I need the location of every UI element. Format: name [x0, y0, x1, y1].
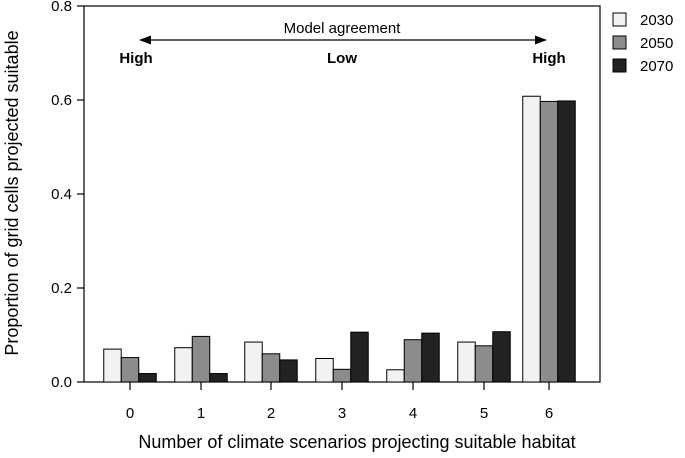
- bar-2050-cat-1: [191, 335, 211, 383]
- legend-label-2030: 2030: [640, 12, 673, 29]
- model-agreement-title: Model agreement: [284, 20, 402, 37]
- arrow-head-left: [139, 35, 151, 45]
- y-tick-label: 0.8: [51, 0, 72, 15]
- agreement-middle-label: Low: [327, 50, 357, 67]
- bar-2070-cat-3: [350, 331, 369, 383]
- legend-swatch-2070: [612, 58, 627, 73]
- bar-2070-cat-1: [209, 373, 228, 383]
- x-tick-label: 6: [545, 405, 553, 422]
- bar-2050-cat-5: [474, 345, 494, 383]
- bar-2030-cat-1: [174, 347, 193, 383]
- x-tick-label: 4: [409, 405, 417, 422]
- bar-2070-cat-6: [557, 100, 576, 383]
- legend-swatch-2050: [612, 35, 627, 50]
- x-tick-label: 3: [338, 405, 346, 422]
- bar-2030-cat-5: [457, 341, 476, 383]
- agreement-left-label: High: [119, 50, 152, 67]
- arrow-head-right: [535, 35, 547, 45]
- x-axis: 0 1 2 3 4 5 6: [126, 382, 553, 422]
- bar-2070-cat-0: [138, 373, 157, 383]
- y-tick-label: 0.2: [51, 280, 72, 297]
- bars: [103, 95, 576, 383]
- agreement-right-label: High: [532, 50, 565, 67]
- bar-2050-cat-0: [120, 357, 140, 383]
- y-tick-label: 0.6: [51, 92, 72, 109]
- y-tick-label: 0.4: [51, 186, 72, 203]
- bar-2030-cat-4: [386, 369, 405, 383]
- bar-2030-cat-2: [244, 341, 263, 383]
- legend: 2030 2050 2070: [612, 12, 673, 75]
- bar-2030-cat-6: [522, 95, 541, 383]
- bar-2070-cat-5: [492, 331, 511, 383]
- x-axis-title: Number of climate scenarios projecting s…: [138, 432, 575, 452]
- y-axis: 0.0 0.2 0.4 0.6 0.8: [51, 0, 84, 391]
- bar-2050-cat-4: [403, 339, 423, 383]
- bar-2050-cat-6: [539, 100, 559, 383]
- bar-2070-cat-4: [421, 332, 440, 383]
- x-tick-label: 1: [197, 405, 205, 422]
- x-tick-label: 0: [126, 405, 134, 422]
- legend-label-2070: 2070: [640, 58, 673, 75]
- bar-2030-cat-0: [103, 348, 122, 383]
- x-tick-label: 5: [480, 405, 488, 422]
- x-tick-label: 2: [267, 405, 275, 422]
- bar-2050-cat-2: [261, 353, 281, 383]
- legend-label-2050: 2050: [640, 35, 673, 52]
- bar-2050-cat-3: [332, 368, 352, 383]
- y-tick-label: 0.0: [51, 374, 72, 391]
- legend-swatch-2030: [612, 12, 627, 27]
- y-axis-title: Proportion of grid cells projected suita…: [2, 30, 22, 355]
- model-agreement-annotation: Model agreement High Low High: [119, 20, 565, 67]
- bar-2070-cat-2: [279, 359, 298, 383]
- bar-2030-cat-3: [315, 358, 334, 383]
